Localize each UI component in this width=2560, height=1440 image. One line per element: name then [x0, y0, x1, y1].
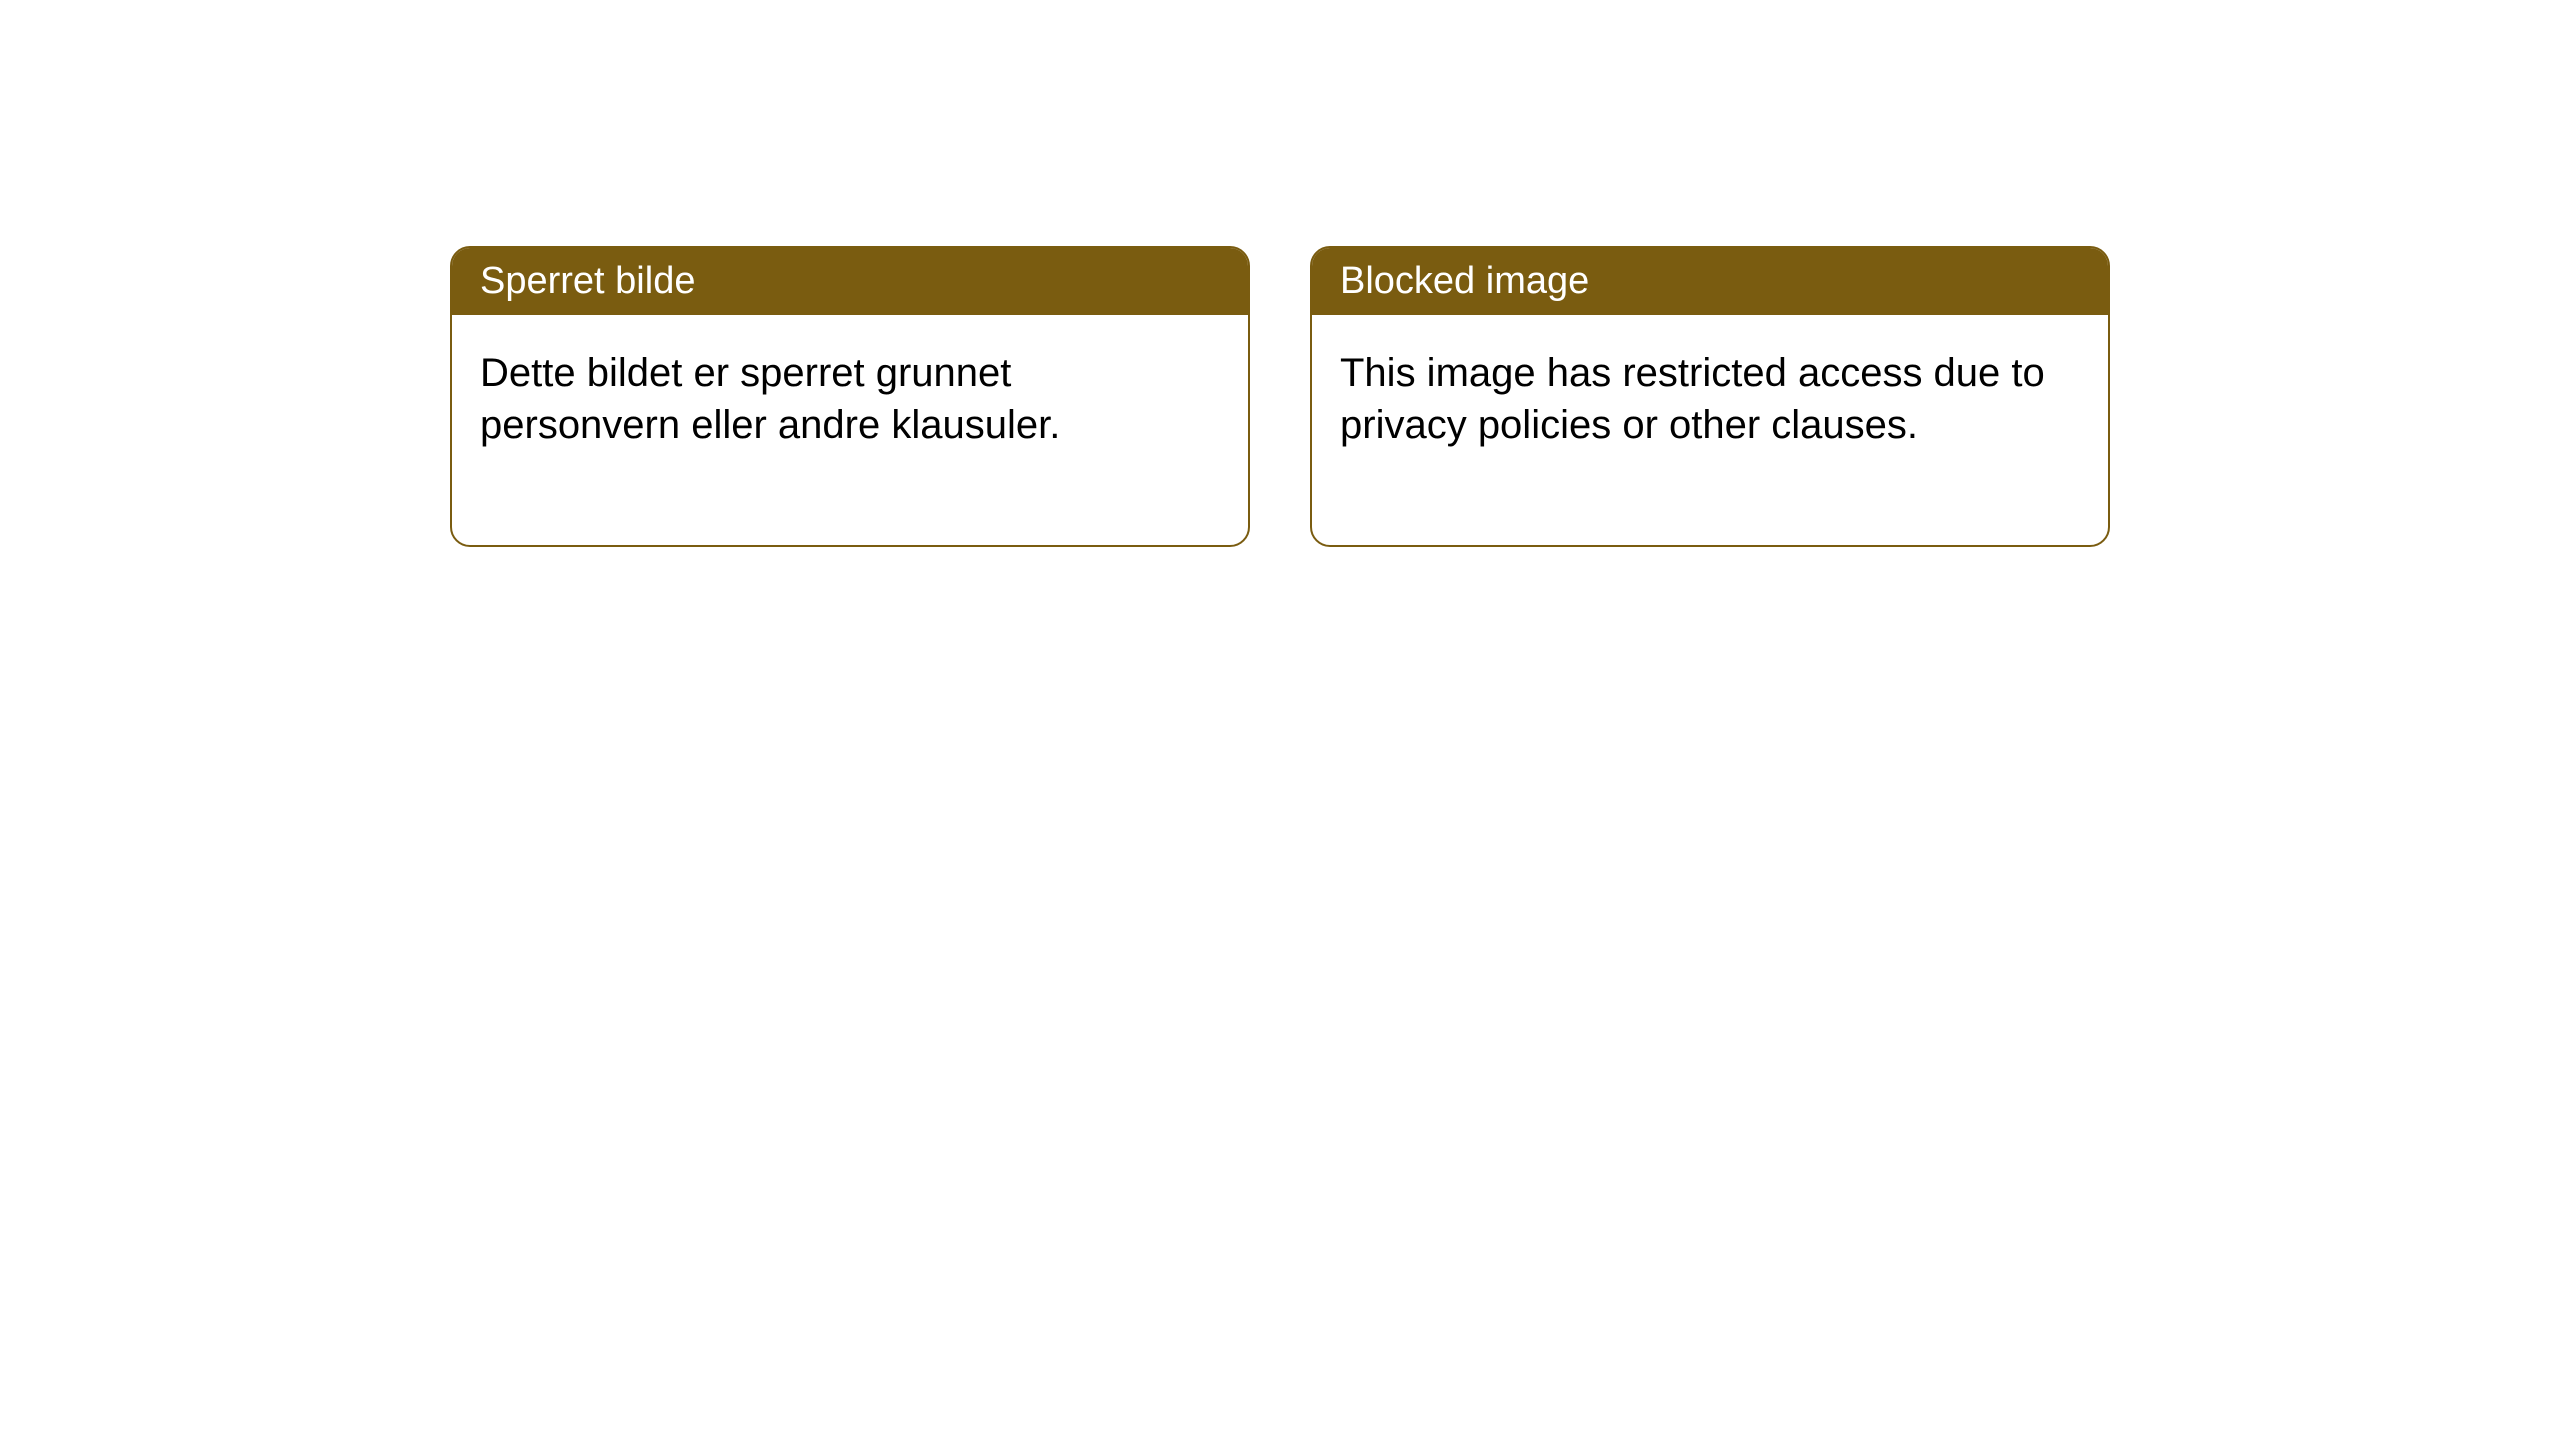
card-body-text: Dette bildet er sperret grunnet personve…	[480, 351, 1060, 447]
card-header-text: Blocked image	[1340, 260, 1589, 302]
card-body-norwegian: Dette bildet er sperret grunnet personve…	[452, 315, 1248, 545]
card-body-text: This image has restricted access due to …	[1340, 351, 2045, 447]
card-header-norwegian: Sperret bilde	[452, 248, 1248, 315]
card-header-english: Blocked image	[1312, 248, 2108, 315]
card-header-text: Sperret bilde	[480, 260, 695, 302]
notice-cards-container: Sperret bilde Dette bildet er sperret gr…	[450, 246, 2110, 547]
notice-card-english: Blocked image This image has restricted …	[1310, 246, 2110, 547]
notice-card-norwegian: Sperret bilde Dette bildet er sperret gr…	[450, 246, 1250, 547]
card-body-english: This image has restricted access due to …	[1312, 315, 2108, 545]
